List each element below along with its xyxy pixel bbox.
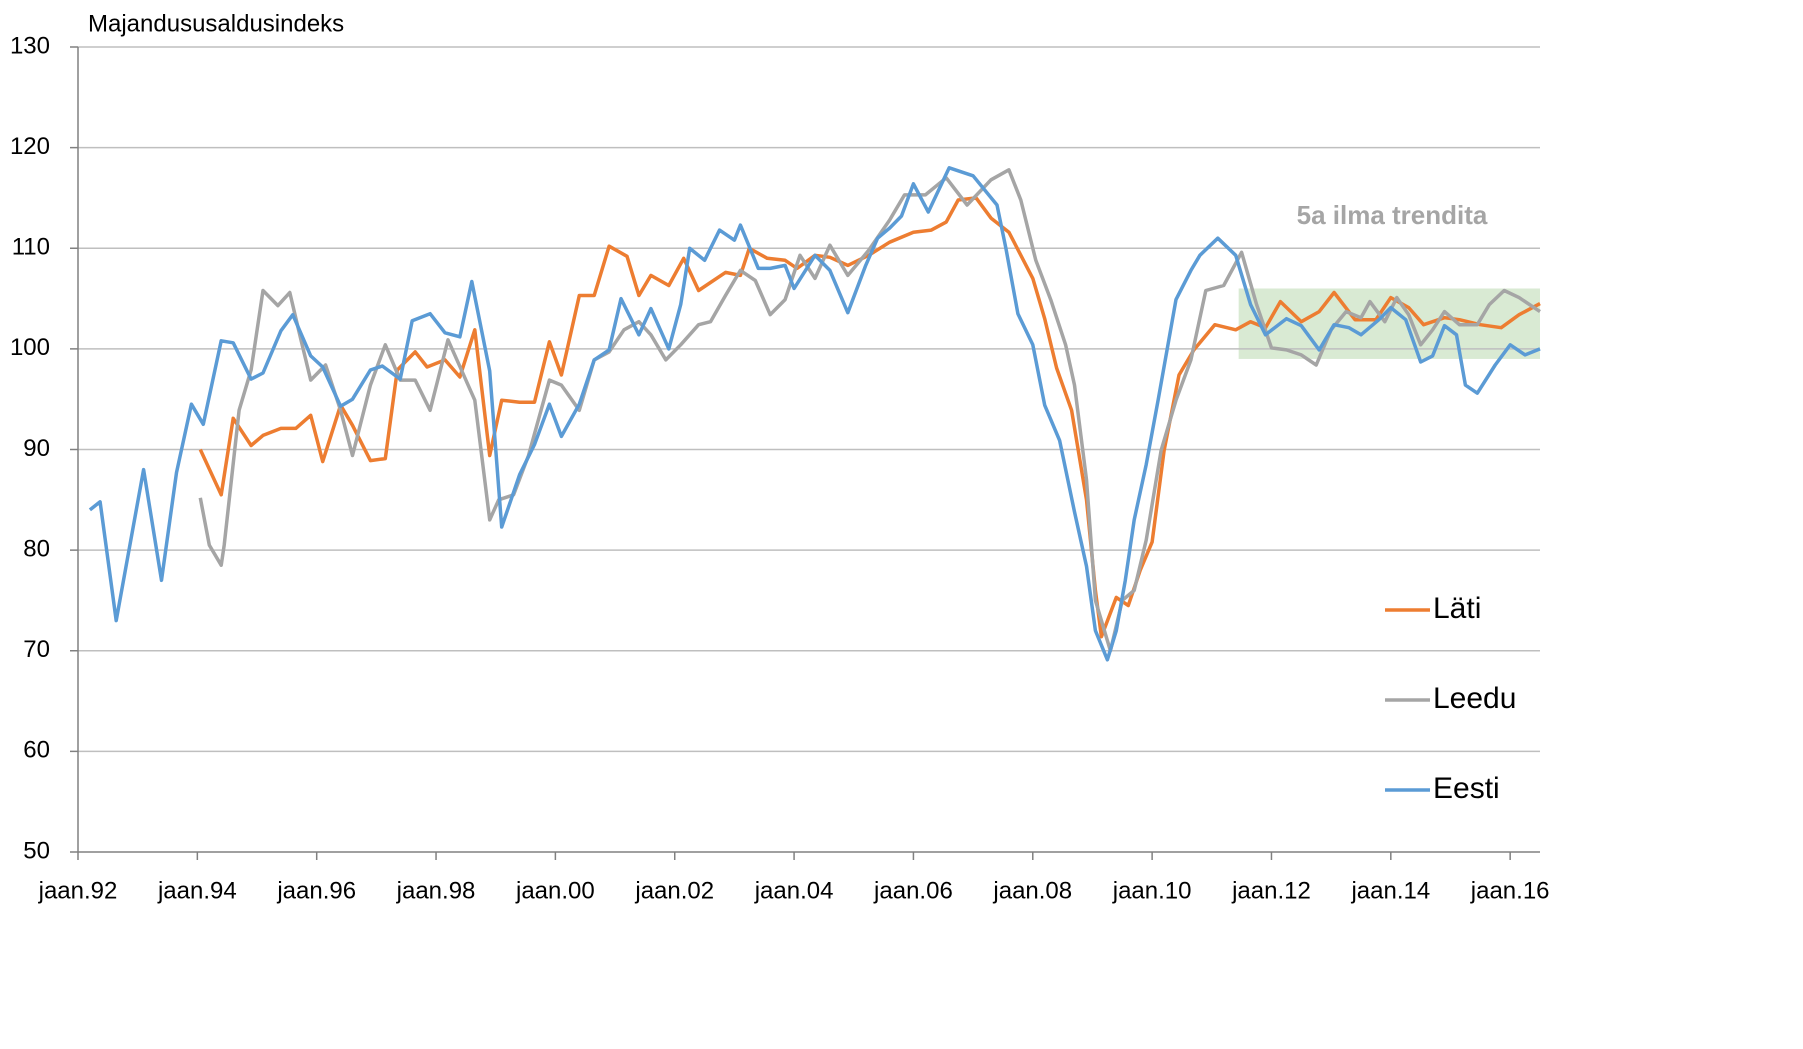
series-line: [198, 168, 1541, 653]
legend-label: Eesti: [1433, 772, 1500, 805]
x-tick-label: jaan.92: [38, 877, 118, 904]
x-tick-label: jaan.94: [157, 877, 237, 904]
x-tick-label: jaan.14: [1350, 877, 1430, 904]
x-tick-label: jaan.08: [992, 877, 1072, 904]
annotation: 5a ilma trendita: [1297, 200, 1488, 230]
x-tick-label: jaan.04: [754, 877, 834, 904]
x-tick-label: jaan.10: [1112, 877, 1192, 904]
y-tick-label: 100: [10, 334, 50, 361]
y-tick-label: 50: [23, 837, 50, 864]
y-tick-label: 90: [23, 435, 50, 462]
y-tick-label: 120: [10, 133, 50, 160]
x-tick-label: jaan.00: [515, 877, 595, 904]
series-line: [88, 166, 1541, 662]
y-tick-label: 110: [12, 234, 50, 261]
x-tick-label: jaan.16: [1470, 877, 1550, 904]
y-tick-label: 80: [23, 535, 50, 562]
series-line: [198, 196, 1541, 639]
x-tick-label: jaan.12: [1231, 877, 1311, 904]
y-tick-label: 130: [10, 32, 50, 59]
x-tick-label: jaan.98: [396, 877, 476, 904]
x-tick-label: jaan.02: [634, 877, 714, 904]
x-tick-label: jaan.06: [873, 877, 953, 904]
y-tick-label: 70: [23, 636, 50, 663]
x-tick-label: jaan.96: [276, 877, 356, 904]
legend-label: Leedu: [1433, 682, 1516, 715]
chart-title: Majandususaldusindeks: [88, 10, 344, 37]
legend-label: Läti: [1433, 592, 1481, 625]
y-tick-label: 60: [23, 737, 50, 764]
